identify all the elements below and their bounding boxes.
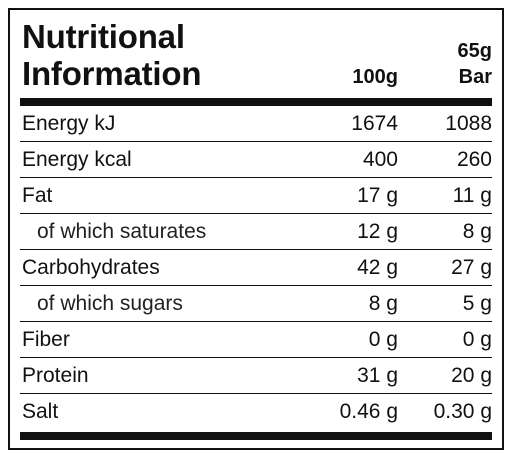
nutrient-name: Salt xyxy=(22,400,59,423)
value-per-bar: 20 g xyxy=(451,364,492,387)
nutrient-name: of which sugars xyxy=(37,292,183,315)
value-per-bar: 27 g xyxy=(451,256,492,279)
value-per-bar: 1088 xyxy=(445,112,492,135)
value-per-100g: 17 g xyxy=(357,184,398,207)
table-row-protein: Protein 31 g 20 g xyxy=(20,358,492,394)
table-row-fiber: Fiber 0 g 0 g xyxy=(20,322,492,358)
value-per-100g: 1674 xyxy=(351,112,398,135)
value-per-100g: 12 g xyxy=(357,220,398,243)
nutrient-name: of which saturates xyxy=(37,220,207,243)
table-row-energy-kcal: Energy kcal 400 260 xyxy=(20,142,492,178)
value-per-100g: 31 g xyxy=(357,364,398,387)
value-per-100g: 400 xyxy=(362,148,398,171)
nutrient-table: Energy kJ 1674 1088 Energy kcal 400 260 … xyxy=(20,106,492,432)
column-header-per-bar-line-2: Bar xyxy=(458,66,492,88)
footer-divider xyxy=(20,432,492,440)
table-row-fat: Fat 17 g 11 g xyxy=(20,178,492,214)
nutrition-label: Nutritional Information 65g Bar 100g Ene… xyxy=(8,8,504,450)
label-title: Nutritional Information xyxy=(22,18,201,92)
value-per-100g: 8 g xyxy=(368,292,398,315)
value-per-100g: 0 g xyxy=(368,328,398,351)
value-per-bar: 11 g xyxy=(452,184,492,207)
value-per-bar: 0.30 g xyxy=(433,400,492,423)
nutrient-name: Fiber xyxy=(22,328,70,351)
value-per-bar: 8 g xyxy=(462,220,492,243)
table-row-saturates: of which saturates 12 g 8 g xyxy=(20,214,492,250)
nutrient-name: Energy kcal xyxy=(22,148,132,171)
value-per-bar: 260 xyxy=(456,148,492,171)
column-header-per-bar: 65g Bar xyxy=(458,38,492,90)
title-line-1: Nutritional xyxy=(22,18,185,55)
value-per-bar: 5 g xyxy=(462,292,492,315)
table-row-salt: Salt 0.46 g 0.30 g xyxy=(20,394,492,432)
nutrient-name: Protein xyxy=(22,364,89,387)
nutrient-name: Carbohydrates xyxy=(22,256,160,279)
nutrient-name: Fat xyxy=(22,184,53,207)
column-header-per-bar-line-1: 65g xyxy=(457,40,492,62)
header-divider xyxy=(20,98,492,106)
title-line-2: Information xyxy=(22,55,202,92)
column-header-per-100g: 100g xyxy=(352,66,398,88)
table-row-carbohydrates: Carbohydrates 42 g 27 g xyxy=(20,250,492,286)
table-row-sugars: of which sugars 8 g 5 g xyxy=(20,286,492,322)
table-row-energy-kj: Energy kJ 1674 1088 xyxy=(20,106,492,142)
value-per-100g: 0.46 g xyxy=(339,400,398,423)
value-per-100g: 42 g xyxy=(357,256,398,279)
value-per-bar: 0 g xyxy=(462,328,492,351)
nutrient-name: Energy kJ xyxy=(22,112,116,135)
